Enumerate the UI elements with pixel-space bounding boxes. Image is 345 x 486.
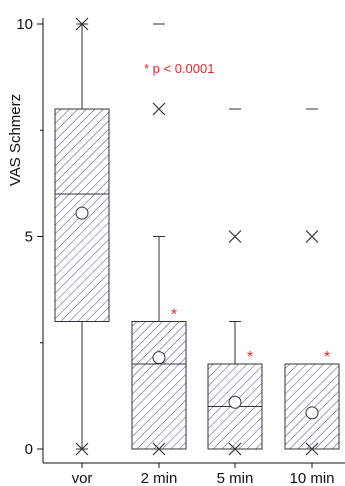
box-5-min: * bbox=[207, 108, 263, 456]
mean-marker bbox=[228, 395, 242, 409]
x-tick-label: 5 min bbox=[217, 470, 254, 486]
outlier-marker bbox=[305, 230, 319, 243]
x-tick-label: 10 min bbox=[289, 470, 334, 486]
axes: 0 5 10 vor 2 min 5 min 10 min bbox=[16, 16, 345, 486]
box-2-min: * bbox=[131, 23, 187, 456]
y-tick-label: 5 bbox=[25, 229, 33, 246]
y-tick-label: 0 bbox=[25, 441, 33, 458]
outlier-marker bbox=[228, 230, 242, 243]
significance-annotation: * p < 0.0001 bbox=[144, 61, 214, 76]
significance-star: * bbox=[324, 349, 330, 366]
extreme-marker bbox=[75, 442, 89, 456]
mean-marker bbox=[75, 206, 89, 220]
extreme-marker bbox=[152, 442, 166, 456]
mean-marker bbox=[305, 406, 319, 420]
significance-star: * bbox=[247, 349, 253, 366]
extreme-marker bbox=[305, 442, 319, 456]
y-axis-label: VAS Schmerz bbox=[7, 94, 24, 186]
y-tick-label: 10 bbox=[16, 16, 33, 33]
box-vor bbox=[54, 17, 110, 456]
boxes: * * * bbox=[54, 17, 340, 456]
mean-marker bbox=[152, 351, 166, 365]
extreme-marker bbox=[228, 442, 242, 456]
x-tick-label: vor bbox=[72, 470, 93, 486]
outlier-marker bbox=[152, 102, 166, 116]
x-tick-label: 2 min bbox=[141, 470, 178, 486]
box-iqr bbox=[131, 321, 187, 450]
significance-star: * bbox=[171, 307, 177, 324]
extreme-marker bbox=[75, 17, 89, 31]
box-10-min: * bbox=[284, 108, 340, 456]
